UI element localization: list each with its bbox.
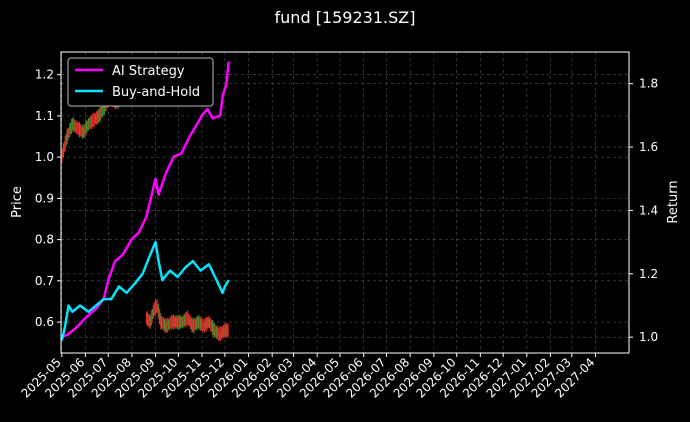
y-left-tick-label: 0.6 [35,315,54,329]
y-right-tick-label: 1.8 [639,77,658,91]
plot-frame [60,51,630,354]
y-left-tick-label: 1.1 [35,109,54,123]
y-left-tick-label: 1.0 [35,150,54,164]
y-left-tick-label: 0.9 [35,191,54,205]
legend-label-ai-strategy: AI Strategy [112,64,185,79]
chart-title: fund [159231.SZ] [275,8,416,27]
legend: AI Strategy Buy-and-Hold [67,57,214,107]
y-left-tick-label: 1.2 [35,68,54,82]
series-line-ai-strategy [61,61,230,339]
y-right-tick-label: 1.2 [639,267,658,281]
y-right-tick-label: 1.0 [639,330,658,344]
y-axis-right-label: Return [666,180,681,223]
y-axis-left-label: Price [10,186,25,218]
y-right-tick-label: 1.6 [639,140,658,154]
series-line-buy-and-hold [60,240,230,341]
y-left-tick-label: 0.7 [35,274,54,288]
y-left-tick-label: 0.8 [35,233,54,247]
y-right-tick-label: 1.4 [639,203,658,217]
legend-label-buy-and-hold: Buy-and-Hold [112,85,200,100]
legend-box [67,57,214,107]
